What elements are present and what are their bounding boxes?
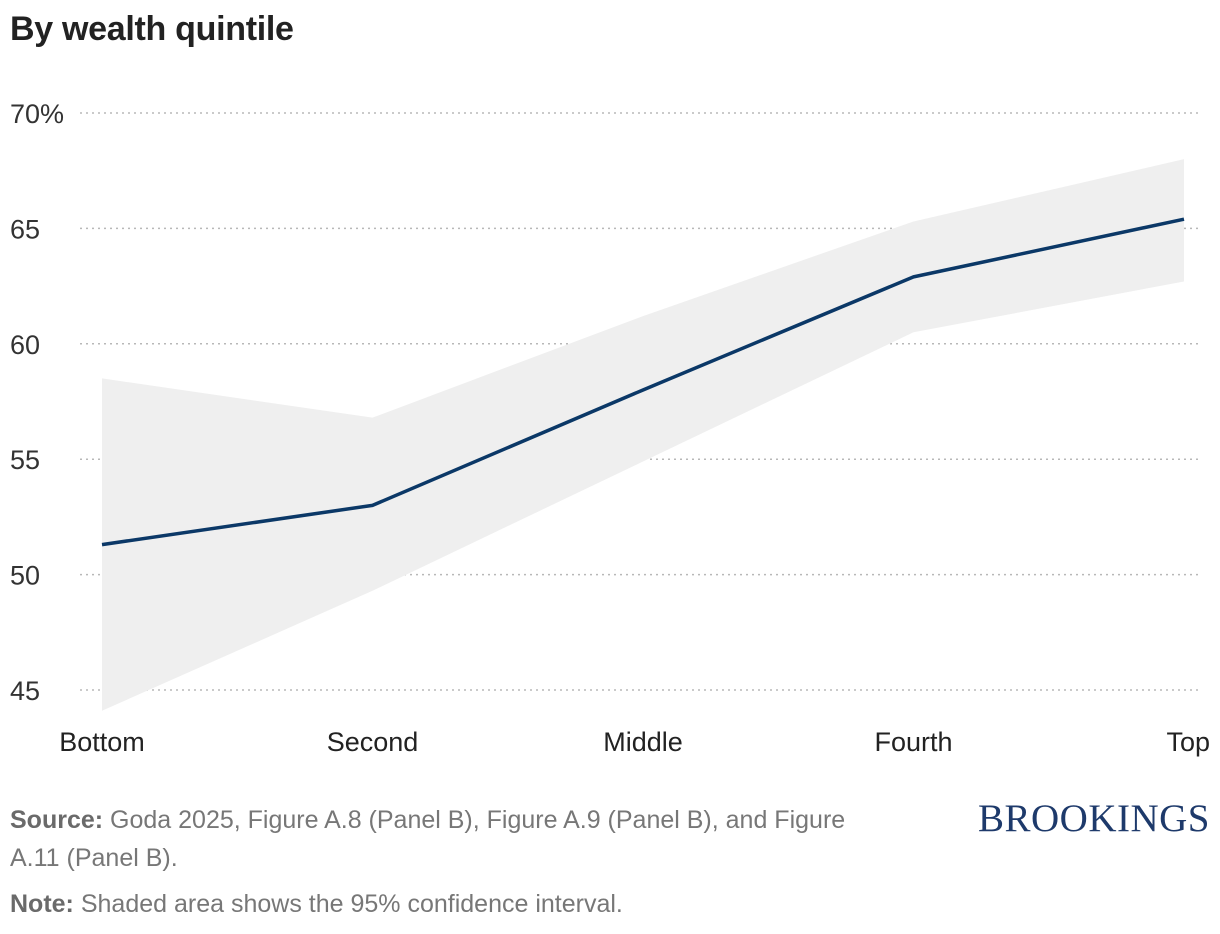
- y-tick-label: 70%: [10, 99, 64, 129]
- series-line-path: [101, 217, 1185, 547]
- source-text: Goda 2025, Figure A.8 (Panel B), Figure …: [10, 806, 846, 872]
- chart-title: By wealth quintile: [10, 10, 294, 48]
- x-tick-label: Middle: [603, 727, 683, 757]
- x-tick-label: Top: [1166, 727, 1210, 757]
- source-note: Source: Goda 2025, Figure A.8 (Panel B),…: [10, 801, 880, 877]
- y-tick-label: 55: [10, 445, 40, 475]
- confidence-interval-area: [102, 159, 1184, 711]
- series-line: [101, 217, 1185, 547]
- source-label: Source:: [10, 806, 104, 834]
- note-text: Shaded area shows the 95% confidence int…: [73, 890, 623, 918]
- x-tick-label: Second: [327, 727, 419, 757]
- note: Note: Shaded area shows the 95% confiden…: [10, 885, 623, 923]
- y-tick-label: 65: [10, 214, 40, 244]
- y-tick-label: 60: [10, 330, 40, 360]
- note-label: Note:: [10, 890, 74, 918]
- brookings-logo: BROOKINGS: [977, 797, 1210, 840]
- x-axis-ticks: Bottom Second Middle Fourth Top: [59, 727, 1210, 757]
- x-tick-label: Fourth: [874, 727, 952, 757]
- y-tick-label: 50: [10, 561, 40, 591]
- confidence-band: [102, 159, 1184, 711]
- line-chart: 45 50 55 60 65 70% Bottom Second Middle Fourth To…: [10, 99, 1210, 757]
- x-tick-label: Bottom: [59, 727, 145, 757]
- y-axis-ticks: 45 50 55 60 65 70%: [10, 99, 64, 706]
- y-tick-label: 45: [10, 676, 40, 706]
